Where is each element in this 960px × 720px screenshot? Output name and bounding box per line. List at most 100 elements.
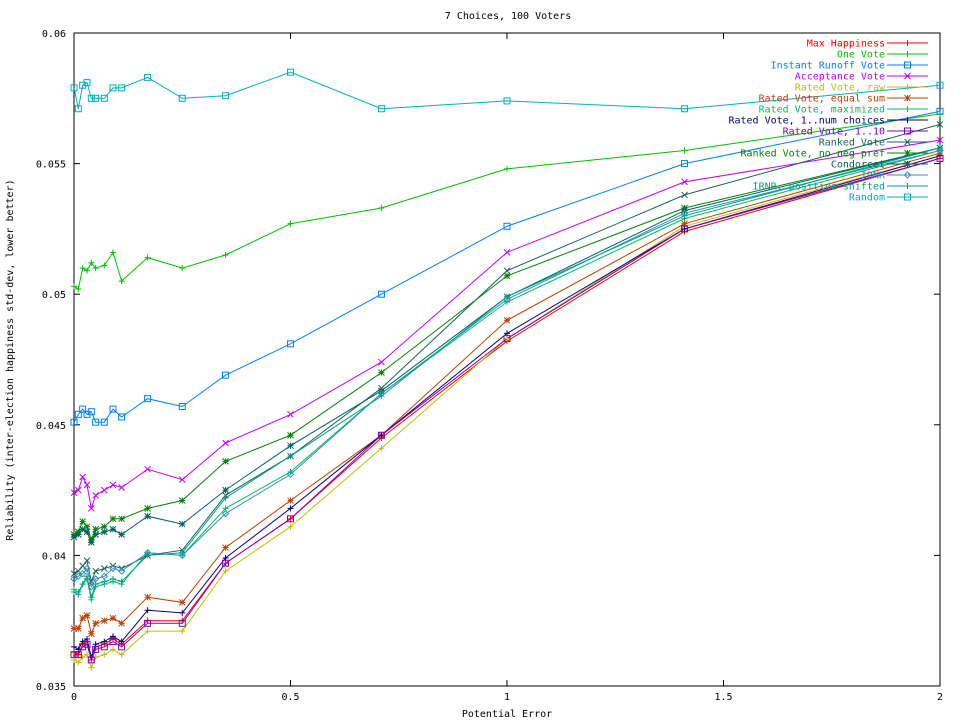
data-point-rated-vote-1-10 [70,651,78,659]
data-point-ranked-vote-no-neg-pref [222,458,229,465]
data-point-irnr-positive-shifted [118,578,125,585]
legend-marker-ranked-vote-no-neg-pref [904,149,911,157]
data-point-condorcet [83,528,91,536]
data-point-rated-vote-raw [75,659,82,666]
data-point-irnr-positive-shifted [222,494,229,501]
data-point-irnr-positive-shifted [79,581,86,588]
data-point-irnr [70,575,78,583]
data-point-instant-runoff-vote [178,403,186,411]
data-point-random [100,94,108,102]
data-point-irnr [78,569,87,578]
axis-ticks: 0 0.5 1 1.5 2 0.035 0.04 0.045 0.05 0.055 0.06 [36,29,943,703]
data-point-random [74,105,82,113]
data-point-condorcet [70,533,78,541]
x-tick-label: 2 [937,692,943,703]
data-point-condorcet [109,525,117,533]
data-point-acceptance-vote [74,486,82,494]
data-point-random [503,97,511,105]
data-point-rated-vote-1-10 [109,638,117,646]
data-point-rated-vote-raw [118,651,125,658]
data-point-ranked-vote-no-neg-pref [79,518,87,525]
legend-label-instant-runoff-vote: Instant Runoff Vote [771,61,885,72]
legend-marker-rated-vote-equal-sum [904,94,911,102]
data-point-ranked-vote [936,121,944,128]
legend-marker-rated-vote-maximized [904,106,911,112]
data-point-rated-vote-1-num-choices [681,225,688,232]
legend-marker-condorcet [904,160,911,168]
data-point-rated-vote-1-num-choices [287,505,294,512]
data-point-one-vote [92,265,99,272]
series-line-irnr [73,150,941,589]
data-point-rated-vote-1-10 [92,645,100,653]
series-line-instant-runoff-vote [73,110,941,423]
data-point-rated-vote-1-10 [936,154,944,162]
data-point-rated-vote-equal-sum [222,544,229,551]
data-point-ranked-vote-no-neg-pref [144,505,151,512]
data-point-acceptance-vote [100,486,108,494]
legend-marker-irnr [903,171,912,179]
data-point-rated-vote-raw [83,651,90,658]
data-point-ranked-vote [83,557,91,564]
data-point-ranked-vote [681,191,688,199]
data-point-rated-vote-1-10 [681,225,689,233]
legend-label-max-happiness: Max Happiness [807,39,885,50]
data-point-rated-vote-equal-sum [83,612,91,619]
y-tick-label: 0.035 [36,682,66,693]
data-point-condorcet [79,525,87,533]
data-point-ranked-vote-no-neg-pref [287,431,294,439]
data-point-condorcet [144,512,151,520]
data-point-instant-runoff-vote [681,160,689,168]
data-point-acceptance-vote [287,410,294,418]
legend-label-one-vote: One Vote [837,50,885,61]
data-point-rated-vote-raw [88,664,95,671]
legend-marker-random [904,193,911,201]
data-point-rated-vote-1-10 [100,643,108,651]
data-point-condorcet [87,538,95,546]
data-point-acceptance-vote [118,484,125,491]
data-point-acceptance-vote [936,136,944,144]
data-point-one-vote [144,254,151,261]
data-point-one-vote [101,262,108,269]
data-point-irnr-positive-shifted [109,575,116,582]
data-point-ranked-vote-no-neg-pref [100,523,108,531]
data-point-rated-vote-1-num-choices [71,643,77,650]
data-point-instant-runoff-vote [503,222,511,230]
series-markers [70,68,944,671]
data-point-acceptance-vote [681,178,688,186]
data-point-one-vote [179,265,186,272]
legend-label-acceptance-vote: Acceptance Vote [795,72,885,83]
legend-marker-irnr-positive-shifted [904,183,911,189]
data-point-irnr-positive-shifted [88,594,95,601]
data-point-acceptance-vote [378,358,385,366]
legend-label-irnr: IRNR [861,171,886,182]
data-point-condorcet [118,531,125,538]
data-point-rated-vote-raw [109,646,116,653]
y-tick-label: 0.055 [36,160,66,171]
data-point-condorcet [74,531,82,538]
data-point-one-vote [378,205,385,212]
data-point-acceptance-vote [109,481,117,489]
data-point-rated-vote-1-10 [118,643,126,651]
data-point-rated-vote-equal-sum [109,614,117,622]
data-point-acceptance-vote [222,439,229,447]
data-point-ranked-vote-no-neg-pref [378,369,385,376]
data-point-rated-vote-raw [378,445,385,452]
data-point-rated-vote-raw [287,523,294,530]
series-lines [73,71,941,670]
legend-marker-one-vote [904,51,911,57]
legend-marker-rated-vote-1-num-choices [904,117,911,123]
data-point-condorcet [100,528,108,536]
data-point-irnr-positive-shifted [179,549,186,556]
data-point-ranked-vote [92,567,100,575]
data-point-acceptance-vote [79,473,87,481]
data-point-one-vote [287,220,294,227]
data-point-condorcet [178,520,186,528]
data-point-rated-vote-1-10 [377,431,385,439]
data-point-random [92,94,100,102]
data-point-instant-runoff-vote [287,340,294,348]
data-point-irnr-positive-shifted [144,552,151,559]
data-point-rated-vote-1-10 [222,559,230,567]
data-point-irnr-positive-shifted [378,393,385,400]
legend-label-random: Random [849,193,885,204]
